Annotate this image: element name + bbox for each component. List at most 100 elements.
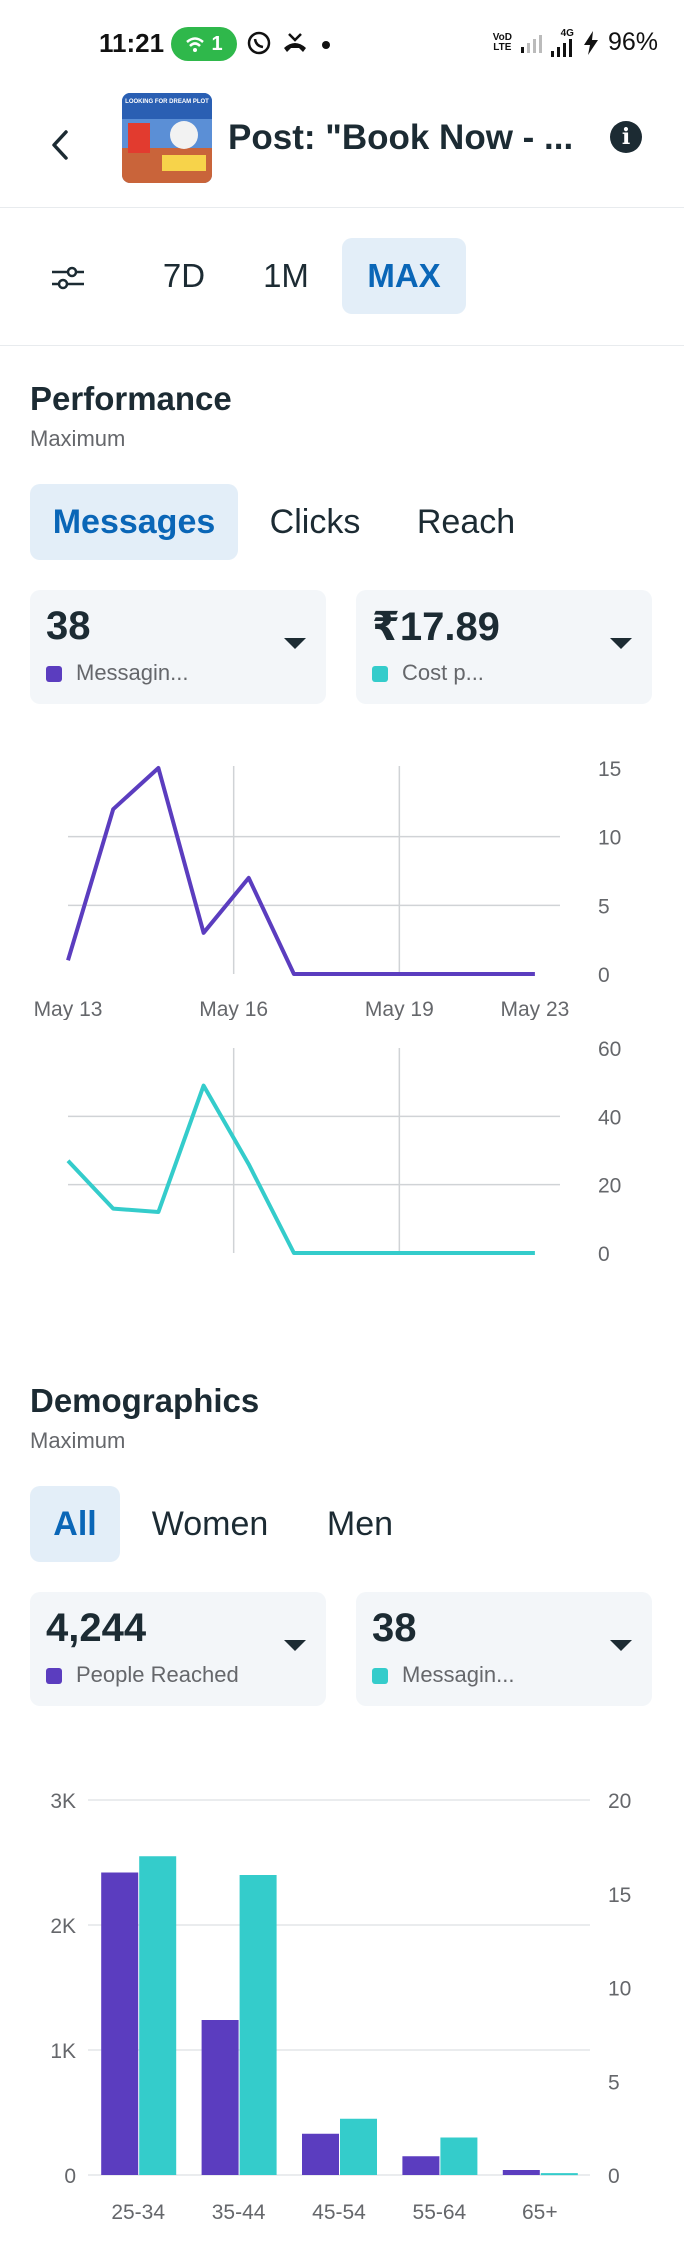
post-thumbnail[interactable]: LOOKING FOR DREAM PLOT [122,93,212,183]
network-indicator: 4G [550,28,574,57]
date-range-toolbar: 7D 1M MAX [0,208,684,346]
bar-messaging [139,1856,177,2175]
metric-selector-messaging[interactable]: 38 Messagin... [356,1592,652,1706]
tab-messages[interactable]: Messages [30,484,238,560]
x-tick-label: May 13 [34,998,103,1020]
metric-label: Cost p... [402,660,484,685]
thumbnail-caption: LOOKING FOR DREAM PLOT [125,99,209,105]
bar-messaging [239,1875,277,2175]
metric-selector-people-reached[interactable]: 4,244 People Reached [30,1592,326,1706]
signal-icon-2 [550,38,572,57]
caret-down-icon [284,1640,306,1651]
range-1m-button[interactable]: 1M [263,257,309,294]
cost-line-chart: 0 20 40 60 [66,1040,621,1266]
chevron-left-icon [52,130,68,160]
y-tick-label: 0 [598,964,610,987]
x-tick-label: 45-54 [312,2201,366,2224]
bar-people-reached [201,2020,239,2175]
tab-reach[interactable]: Reach [416,502,516,541]
tab-clicks[interactable]: Clicks [269,502,361,541]
performance-subtitle: Maximum [30,426,126,451]
performance-title: Performance [30,380,232,417]
y-tick-label: 0 [598,1243,610,1266]
legend-swatch-teal [372,1668,388,1684]
demographics-bar-chart: 0 1K 2K 3K 0 5 10 15 20 25-34 35-44 45-54 55-64 65+ [50,1790,631,2224]
x-tick-label: May 16 [199,998,268,1020]
caret-down-icon [610,1640,632,1651]
whatsapp-icon [247,31,271,55]
sliders-icon [52,266,84,290]
thumbnail-image: LOOKING FOR DREAM PLOT [122,93,212,183]
series-line [66,1083,535,1255]
metric-label: Messagin... [402,1662,515,1687]
metric-selector-messaging[interactable]: 38 Messagin... [30,590,326,704]
status-right: VoD LTE 4G 96% [493,28,658,57]
legend-swatch-purple [46,666,62,682]
right-y-tick-label: 10 [608,1978,631,2001]
wifi-icon [186,37,205,52]
x-tick-label: 25-34 [111,2201,165,2224]
metric-value: 38 [46,604,91,648]
left-y-tick-label: 1K [50,2040,76,2063]
right-y-tick-label: 15 [608,1884,631,1907]
bar-messaging [540,2173,578,2176]
tab-women[interactable]: Women [151,1504,269,1543]
hotspot-pill: 1 [171,27,237,61]
bar-messaging [440,2137,478,2175]
x-tick-label: 55-64 [413,2201,467,2224]
right-y-tick-label: 0 [608,2165,620,2188]
x-tick-label: 35-44 [212,2201,266,2224]
info-icon: i [621,124,631,150]
range-max-button[interactable]: MAX [342,238,466,314]
metric-value: 38 [372,1606,417,1650]
metric-label: People Reached [76,1662,239,1687]
bar-messaging [340,2118,377,2175]
left-y-tick-label: 2K [50,1915,76,1938]
tab-all[interactable]: All [30,1486,120,1562]
post-title: Post: "Book Now - ... [228,118,574,157]
bar-people-reached [502,2170,540,2175]
legend-swatch-purple [46,1668,62,1684]
y-tick-label: 5 [598,895,610,918]
messaging-line-chart: 0 5 10 15 May 13 May 16 May 19 May 23 [34,758,622,1020]
y-tick-label: 20 [598,1175,621,1198]
tab-men[interactable]: Men [326,1504,394,1543]
metric-value: ₹17.89 [372,605,500,649]
post-header: LOOKING FOR DREAM PLOT Post: "Book Now -… [0,88,684,208]
signal-icon [520,34,542,53]
bar-people-reached [101,1872,139,2175]
battery-percent: 96% [607,28,658,56]
hotspot-count: 1 [211,32,223,55]
series-line [66,766,535,976]
missed-call-icon [284,33,306,52]
back-button[interactable] [40,120,80,170]
info-button[interactable]: i [610,121,642,153]
filter-button[interactable] [48,258,88,298]
x-tick-label: May 23 [500,998,569,1020]
right-y-tick-label: 5 [608,2071,620,2094]
y-tick-label: 40 [598,1106,621,1129]
range-7d-button[interactable]: 7D [162,257,206,294]
left-y-tick-label: 0 [64,2165,76,2188]
metric-selector-cost[interactable]: ₹17.89 Cost p... [356,590,652,704]
bar-people-reached [302,2133,339,2175]
metric-value: 4,244 [46,1606,147,1650]
carrier-label: VoD LTE [492,31,512,53]
notification-dot-icon [322,41,330,49]
x-tick-label: 65+ [522,2201,558,2224]
caret-down-icon [610,638,632,649]
y-tick-label: 15 [598,758,621,781]
right-y-tick-label: 20 [608,1790,631,1813]
demographics-subtitle: Maximum [30,1428,126,1453]
bar-people-reached [402,2156,440,2175]
y-tick-label: 60 [598,1040,621,1061]
y-tick-label: 10 [598,827,621,850]
demographics-title: Demographics [30,1382,260,1419]
status-bar: 11:21 1 VoD LTE 4G [0,0,684,88]
left-y-tick-label: 3K [50,1790,76,1813]
x-tick-label: May 19 [365,998,434,1020]
status-time: 11:21 [99,28,165,58]
legend-swatch-teal [372,666,388,682]
metric-label: Messagin... [76,660,189,685]
charging-icon [583,30,598,55]
